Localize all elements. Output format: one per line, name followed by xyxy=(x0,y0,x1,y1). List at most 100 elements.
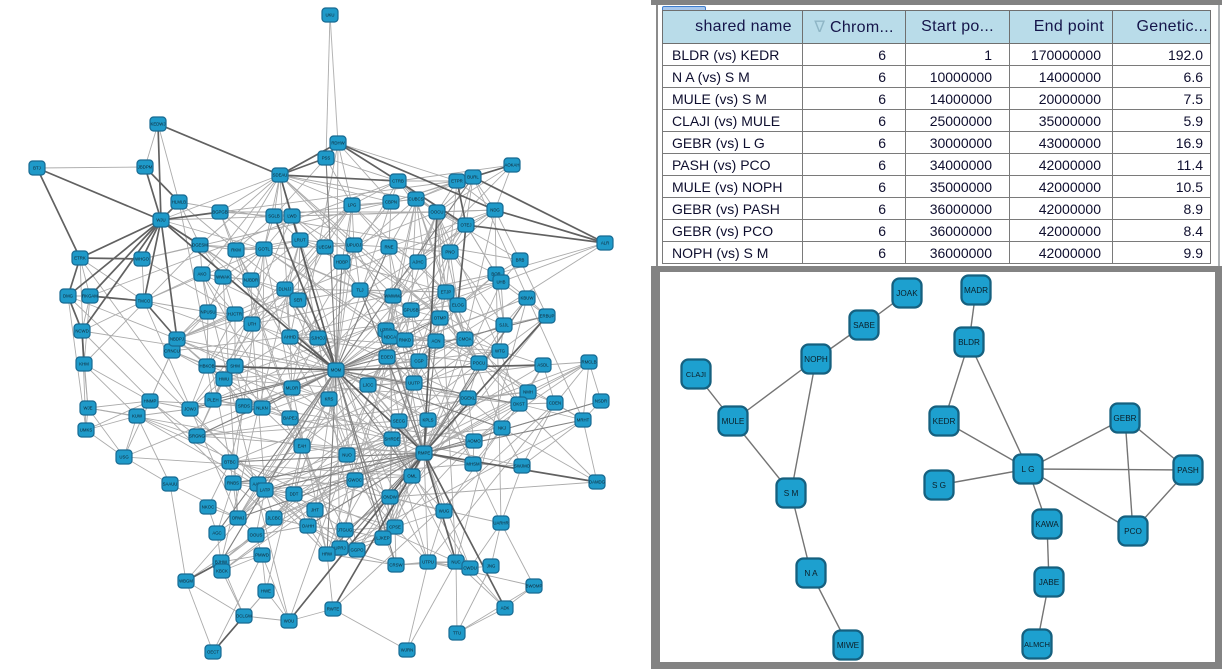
svg-text:RWTE: RWTE xyxy=(327,607,340,612)
svg-text:CDEN: CDEN xyxy=(549,401,561,406)
svg-text:NUC: NUC xyxy=(451,560,460,565)
svg-text:OOUS: OOUS xyxy=(250,533,263,538)
svg-text:JOWJ: JOWJ xyxy=(184,407,196,412)
svg-text:CUBCS: CUBCS xyxy=(408,197,423,202)
svg-text:OOCU: OOCU xyxy=(431,210,444,215)
svg-text:HWU: HWU xyxy=(219,377,229,382)
svg-text:SHM: SHM xyxy=(230,364,240,369)
svg-text:PASH: PASH xyxy=(1177,466,1199,475)
svg-text:KPLS: KPLS xyxy=(423,418,434,423)
svg-text:EOEO: EOEO xyxy=(381,355,394,360)
svg-text:CMOA: CMOA xyxy=(459,337,472,342)
svg-text:SRDS: SRDS xyxy=(238,404,250,409)
svg-text:UARHR: UARHR xyxy=(493,521,508,526)
svg-text:OGEKL: OGEKL xyxy=(461,396,476,401)
svg-text:KRS: KRS xyxy=(325,397,334,402)
svg-text:HLMLB: HLMLB xyxy=(172,200,186,205)
svg-text:UHB: UHB xyxy=(496,280,505,285)
svg-text:MOM: MOM xyxy=(331,368,342,373)
svg-text:ALMCH: ALMCH xyxy=(1024,640,1050,649)
svg-text:CGP: CGP xyxy=(414,359,423,364)
svg-text:RNKD: RNKD xyxy=(399,338,411,343)
svg-text:CLAJI: CLAJI xyxy=(686,370,706,379)
svg-text:KHM: KHM xyxy=(79,362,89,367)
svg-text:ETPR: ETPR xyxy=(451,179,462,184)
svg-text:NKJ: NKJ xyxy=(498,426,506,431)
svg-text:BURL: BURL xyxy=(467,175,479,180)
svg-text:BGPGB: BGPGB xyxy=(212,210,227,215)
svg-text:GWOC: GWOC xyxy=(348,478,362,483)
svg-text:AKO: AKO xyxy=(197,272,207,277)
svg-text:DDT: DDT xyxy=(290,492,299,497)
svg-text:SDEAU: SDEAU xyxy=(273,173,288,178)
svg-text:PMWD: PMWD xyxy=(255,553,269,558)
svg-text:MRHT: MRHT xyxy=(577,418,590,423)
svg-text:N A: N A xyxy=(804,569,818,578)
svg-text:USG: USG xyxy=(119,455,129,460)
svg-text:OML: OML xyxy=(407,474,417,479)
svg-text:SJHOJ: SJHOJ xyxy=(311,336,325,341)
svg-text:UPRJ: UPRJ xyxy=(334,546,345,551)
svg-text:LWD: LWD xyxy=(287,214,296,219)
svg-text:SGLB: SGLB xyxy=(268,214,280,219)
svg-text:ERBUP: ERBUP xyxy=(540,314,555,319)
svg-text:UTPU: UTPU xyxy=(422,560,434,565)
svg-text:NCWD: NCWD xyxy=(75,329,88,334)
svg-text:PNO: PNO xyxy=(445,250,455,255)
svg-text:NPUSU: NPUSU xyxy=(200,310,215,315)
svg-text:KUW: KUW xyxy=(132,414,143,419)
svg-text:UEGM: UEGM xyxy=(319,245,332,250)
svg-text:AGC: AGC xyxy=(212,531,221,536)
svg-text:CWDU: CWDU xyxy=(463,566,476,571)
svg-text:BLDR: BLDR xyxy=(958,338,980,347)
svg-text:BJHW: BJHW xyxy=(215,560,228,565)
svg-text:S G: S G xyxy=(932,481,946,490)
svg-text:OTEJ: OTEJ xyxy=(461,223,472,228)
svg-text:DGESM: DGESM xyxy=(192,243,208,248)
svg-text:BRB: BRB xyxy=(516,258,525,263)
svg-text:AHHD: AHHD xyxy=(284,335,296,340)
svg-text:HDBP: HDBP xyxy=(336,260,348,265)
svg-text:GOTL: GOTL xyxy=(258,247,270,252)
svg-text:UTH: UTH xyxy=(248,322,257,327)
svg-text:JLCBC: JLCBC xyxy=(267,516,281,521)
svg-text:CRNCU: CRNCU xyxy=(164,349,180,354)
svg-text:L G: L G xyxy=(1022,465,1035,474)
svg-text:SRGNG: SRGNG xyxy=(189,434,205,439)
svg-text:KAWA: KAWA xyxy=(1035,520,1059,529)
svg-text:DMG: DMG xyxy=(63,294,74,299)
svg-text:HBKOB: HBKOB xyxy=(199,364,214,369)
svg-text:JTGUG: JTGUG xyxy=(338,528,353,533)
svg-text:WJU: WJU xyxy=(156,218,165,223)
svg-text:KBUW: KBUW xyxy=(521,296,535,301)
svg-text:TTU: TTU xyxy=(453,631,461,636)
svg-text:AJHC: AJHC xyxy=(412,260,423,265)
svg-text:ALR: ALR xyxy=(601,241,609,246)
svg-text:MULE: MULE xyxy=(722,417,745,426)
svg-text:CBPN: CBPN xyxy=(385,200,397,205)
svg-text:TMCO: TMCO xyxy=(138,299,151,304)
svg-text:MIWE: MIWE xyxy=(837,641,860,650)
svg-text:OCLGW: OCLGW xyxy=(236,614,253,619)
svg-text:RNE: RNE xyxy=(384,245,393,250)
svg-text:WMWMJ: WMWMJ xyxy=(384,294,401,299)
svg-text:CTRB: CTRB xyxy=(392,179,404,184)
svg-text:BTJ: BTJ xyxy=(33,166,41,171)
svg-text:GGPO: GGPO xyxy=(351,548,365,553)
svg-text:RDHW: RDHW xyxy=(331,141,345,146)
svg-text:CRSW: CRSW xyxy=(389,563,403,568)
svg-text:BWOMP: BWOMP xyxy=(526,584,543,589)
svg-text:BOR: BOR xyxy=(491,272,500,277)
svg-text:ETRK: ETRK xyxy=(74,256,86,261)
svg-text:NLKN: NLKN xyxy=(256,406,267,411)
svg-text:OECT: OECT xyxy=(207,650,219,655)
svg-text:SAAUU: SAAUU xyxy=(163,482,178,487)
svg-text:WUG: WUG xyxy=(439,509,450,514)
svg-text:WBGM: WBGM xyxy=(179,579,193,584)
svg-text:RKGAM: RKGAM xyxy=(82,294,98,299)
svg-text:S M: S M xyxy=(784,489,799,498)
svg-text:OAHH: OAHH xyxy=(302,524,314,529)
svg-text:JBDPM: JBDPM xyxy=(138,165,153,170)
svg-text:SJJL: SJJL xyxy=(499,323,509,328)
svg-text:WTG: WTG xyxy=(495,349,506,354)
